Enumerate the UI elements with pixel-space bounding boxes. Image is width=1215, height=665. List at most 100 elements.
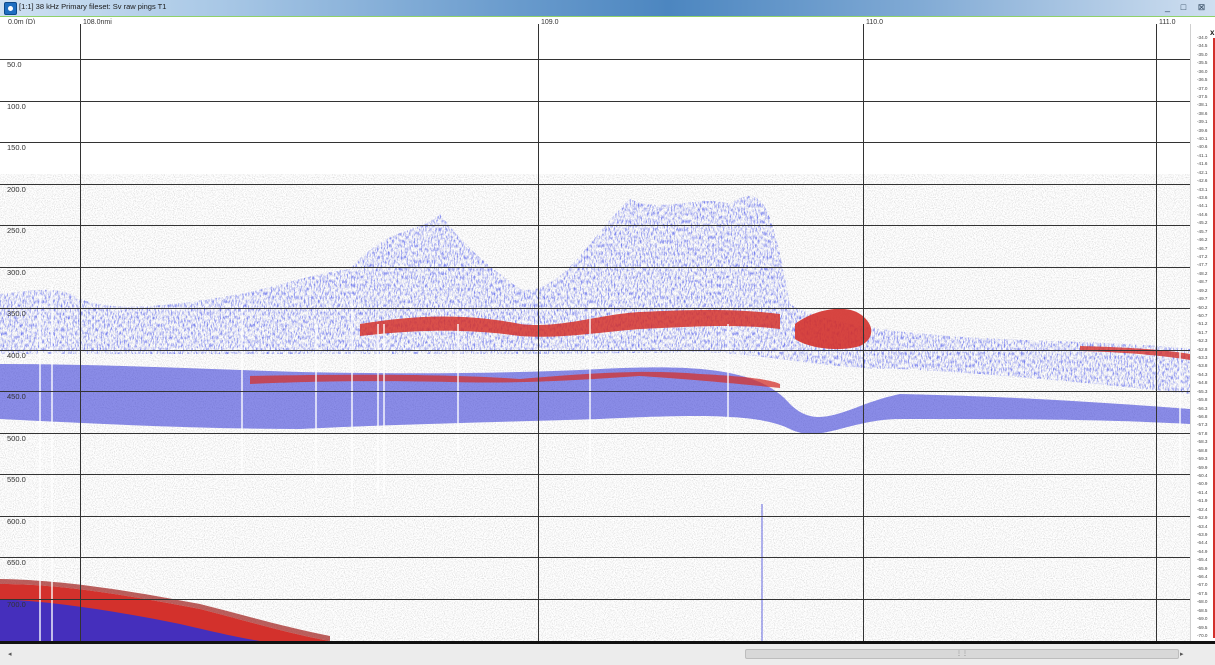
color-scale-value: -43.1 xyxy=(1197,186,1208,192)
distance-scale: 0.0m (D) 108.0nmi 109.0 110.0 111.0 xyxy=(0,16,1215,26)
color-scale-value: -63.9 xyxy=(1197,531,1208,537)
distance-label: 110.0 xyxy=(866,19,883,26)
color-scale-value: -38.1 xyxy=(1197,102,1208,108)
color-scale-value: -48.7 xyxy=(1197,279,1208,285)
color-scale-value: -64.9 xyxy=(1197,548,1208,554)
color-scale-value: -47.2 xyxy=(1197,253,1208,259)
color-scale-value: -52.8 xyxy=(1197,346,1208,352)
color-scale-value: -59.9 xyxy=(1197,464,1208,470)
color-scale-value: -53.8 xyxy=(1197,363,1208,369)
minimize-button[interactable]: _ xyxy=(1164,2,1170,12)
color-scale-value: -50.7 xyxy=(1197,312,1208,318)
depth-label: 450.0 xyxy=(7,392,26,401)
color-scale-value: -37.5 xyxy=(1197,93,1208,99)
color-scale-value: -48.2 xyxy=(1197,270,1208,276)
color-scale-close-button[interactable]: x xyxy=(1210,28,1215,37)
window-titlebar: [1:1] 38 kHz Primary fileset: Sv raw pin… xyxy=(0,0,1215,16)
color-scale-value: -62.9 xyxy=(1197,515,1208,521)
color-scale-value: -56.3 xyxy=(1197,405,1208,411)
scroll-grip-icon: ⋮⋮ xyxy=(956,651,968,657)
dense-layer xyxy=(360,309,780,337)
color-scale-value: -53.3 xyxy=(1197,355,1208,361)
depth-label: 550.0 xyxy=(7,475,26,484)
color-scale-value: -49.2 xyxy=(1197,287,1208,293)
depth-origin-label: 0.0m (D) xyxy=(8,19,36,26)
color-scale-value: -67.0 xyxy=(1197,582,1208,588)
color-scale-value: -66.4 xyxy=(1197,574,1208,580)
color-scale-bar xyxy=(1213,38,1215,638)
color-scale-value: -34.0 xyxy=(1197,35,1208,40)
color-scale-value: -39.6 xyxy=(1197,127,1208,133)
color-scale-value: -57.3 xyxy=(1197,422,1208,428)
depth-label: 600.0 xyxy=(7,517,26,526)
color-scale-value: -69.0 xyxy=(1197,616,1208,622)
dense-patch xyxy=(795,308,872,350)
color-scale: x -34.0 -34.5 -35.0 -35.5 -36.0 -36.5 -37.0 -37… xyxy=(1190,24,1215,641)
color-scale-value: -36.0 xyxy=(1197,68,1208,74)
window-title: [1:1] 38 kHz Primary fileset: Sv raw pin… xyxy=(19,2,167,11)
dense-layer xyxy=(250,371,780,388)
color-scale-value: -69.5 xyxy=(1197,624,1208,630)
color-scale-value: -61.4 xyxy=(1197,489,1208,495)
distance-label: 108.0nmi xyxy=(83,19,112,26)
depth-label: 300.0 xyxy=(7,268,26,277)
depth-label: 100.0 xyxy=(7,102,26,111)
color-scale-value: -39.1 xyxy=(1197,119,1208,125)
color-scale-value: -57.8 xyxy=(1197,430,1208,436)
color-scale-value: -36.5 xyxy=(1197,77,1208,83)
color-scale-value: -37.0 xyxy=(1197,85,1208,91)
color-scale-value: -45.2 xyxy=(1197,220,1208,226)
color-scale-value: -68.0 xyxy=(1197,599,1208,605)
color-scale-value: -68.5 xyxy=(1197,607,1208,613)
depth-label: 250.0 xyxy=(7,226,26,235)
horizontal-scrollbar[interactable]: ◂ ⋮⋮ ▸ xyxy=(0,641,1215,665)
depth-label: 650.0 xyxy=(7,558,26,567)
depth-label: 400.0 xyxy=(7,351,26,360)
restore-button[interactable]: □ xyxy=(1180,2,1187,12)
color-scale-value: -47.7 xyxy=(1197,262,1208,268)
color-scale-value: -46.2 xyxy=(1197,237,1208,243)
color-scale-value: -70.0 xyxy=(1197,633,1208,638)
echogram-canvas[interactable]: 50.0 100.0 150.0 200.0 250.0 300.0 350.0… xyxy=(0,24,1190,641)
distance-label: 109.0 xyxy=(541,19,559,26)
color-scale-value: -65.9 xyxy=(1197,565,1208,571)
color-scale-value: -41.1 xyxy=(1197,152,1208,158)
color-scale-value: -50.2 xyxy=(1197,304,1208,310)
color-scale-value: -51.7 xyxy=(1197,329,1208,335)
color-scale-value: -49.7 xyxy=(1197,296,1208,302)
color-scale-value: -61.9 xyxy=(1197,498,1208,504)
color-scale-value: -41.6 xyxy=(1197,161,1208,167)
depth-label: 350.0 xyxy=(7,309,26,318)
color-scale-value: -60.4 xyxy=(1197,472,1208,478)
depth-label: 700.0 xyxy=(7,600,26,609)
scroll-left-arrow[interactable]: ◂ xyxy=(8,651,12,658)
color-scale-value: -35.5 xyxy=(1197,60,1208,66)
scroll-right-arrow[interactable]: ▸ xyxy=(1180,651,1184,658)
color-scale-value: -63.4 xyxy=(1197,523,1208,529)
color-scale-value: -58.8 xyxy=(1197,447,1208,453)
scroll-thumb[interactable]: ⋮⋮ xyxy=(745,649,1179,659)
color-scale-value: -60.9 xyxy=(1197,481,1208,487)
color-scale-value: -35.0 xyxy=(1197,51,1208,57)
color-scale-value: -55.8 xyxy=(1197,397,1208,403)
color-scale-value: -54.3 xyxy=(1197,371,1208,377)
distance-label: 111.0 xyxy=(1159,19,1176,26)
color-scale-value: -43.6 xyxy=(1197,195,1208,201)
color-scale-value: -54.8 xyxy=(1197,380,1208,386)
color-scale-value: -65.4 xyxy=(1197,557,1208,563)
color-scale-value: -42.6 xyxy=(1197,178,1208,184)
color-scale-value: -62.4 xyxy=(1197,506,1208,512)
color-scale-value: -52.3 xyxy=(1197,338,1208,344)
depth-label: 200.0 xyxy=(7,185,26,194)
color-scale-value: -67.5 xyxy=(1197,590,1208,596)
color-scale-value: -55.3 xyxy=(1197,388,1208,394)
color-scale-value: -44.6 xyxy=(1197,211,1208,217)
color-scale-value: -59.3 xyxy=(1197,456,1208,462)
color-scale-value: -45.7 xyxy=(1197,228,1208,234)
color-scale-value: -34.5 xyxy=(1197,43,1208,49)
color-scale-value: -44.1 xyxy=(1197,203,1208,209)
color-scale-value: -64.4 xyxy=(1197,540,1208,546)
color-scale-value: -42.1 xyxy=(1197,169,1208,175)
close-button[interactable]: ⊠ xyxy=(1197,2,1206,12)
color-scale-value: -56.8 xyxy=(1197,414,1208,419)
